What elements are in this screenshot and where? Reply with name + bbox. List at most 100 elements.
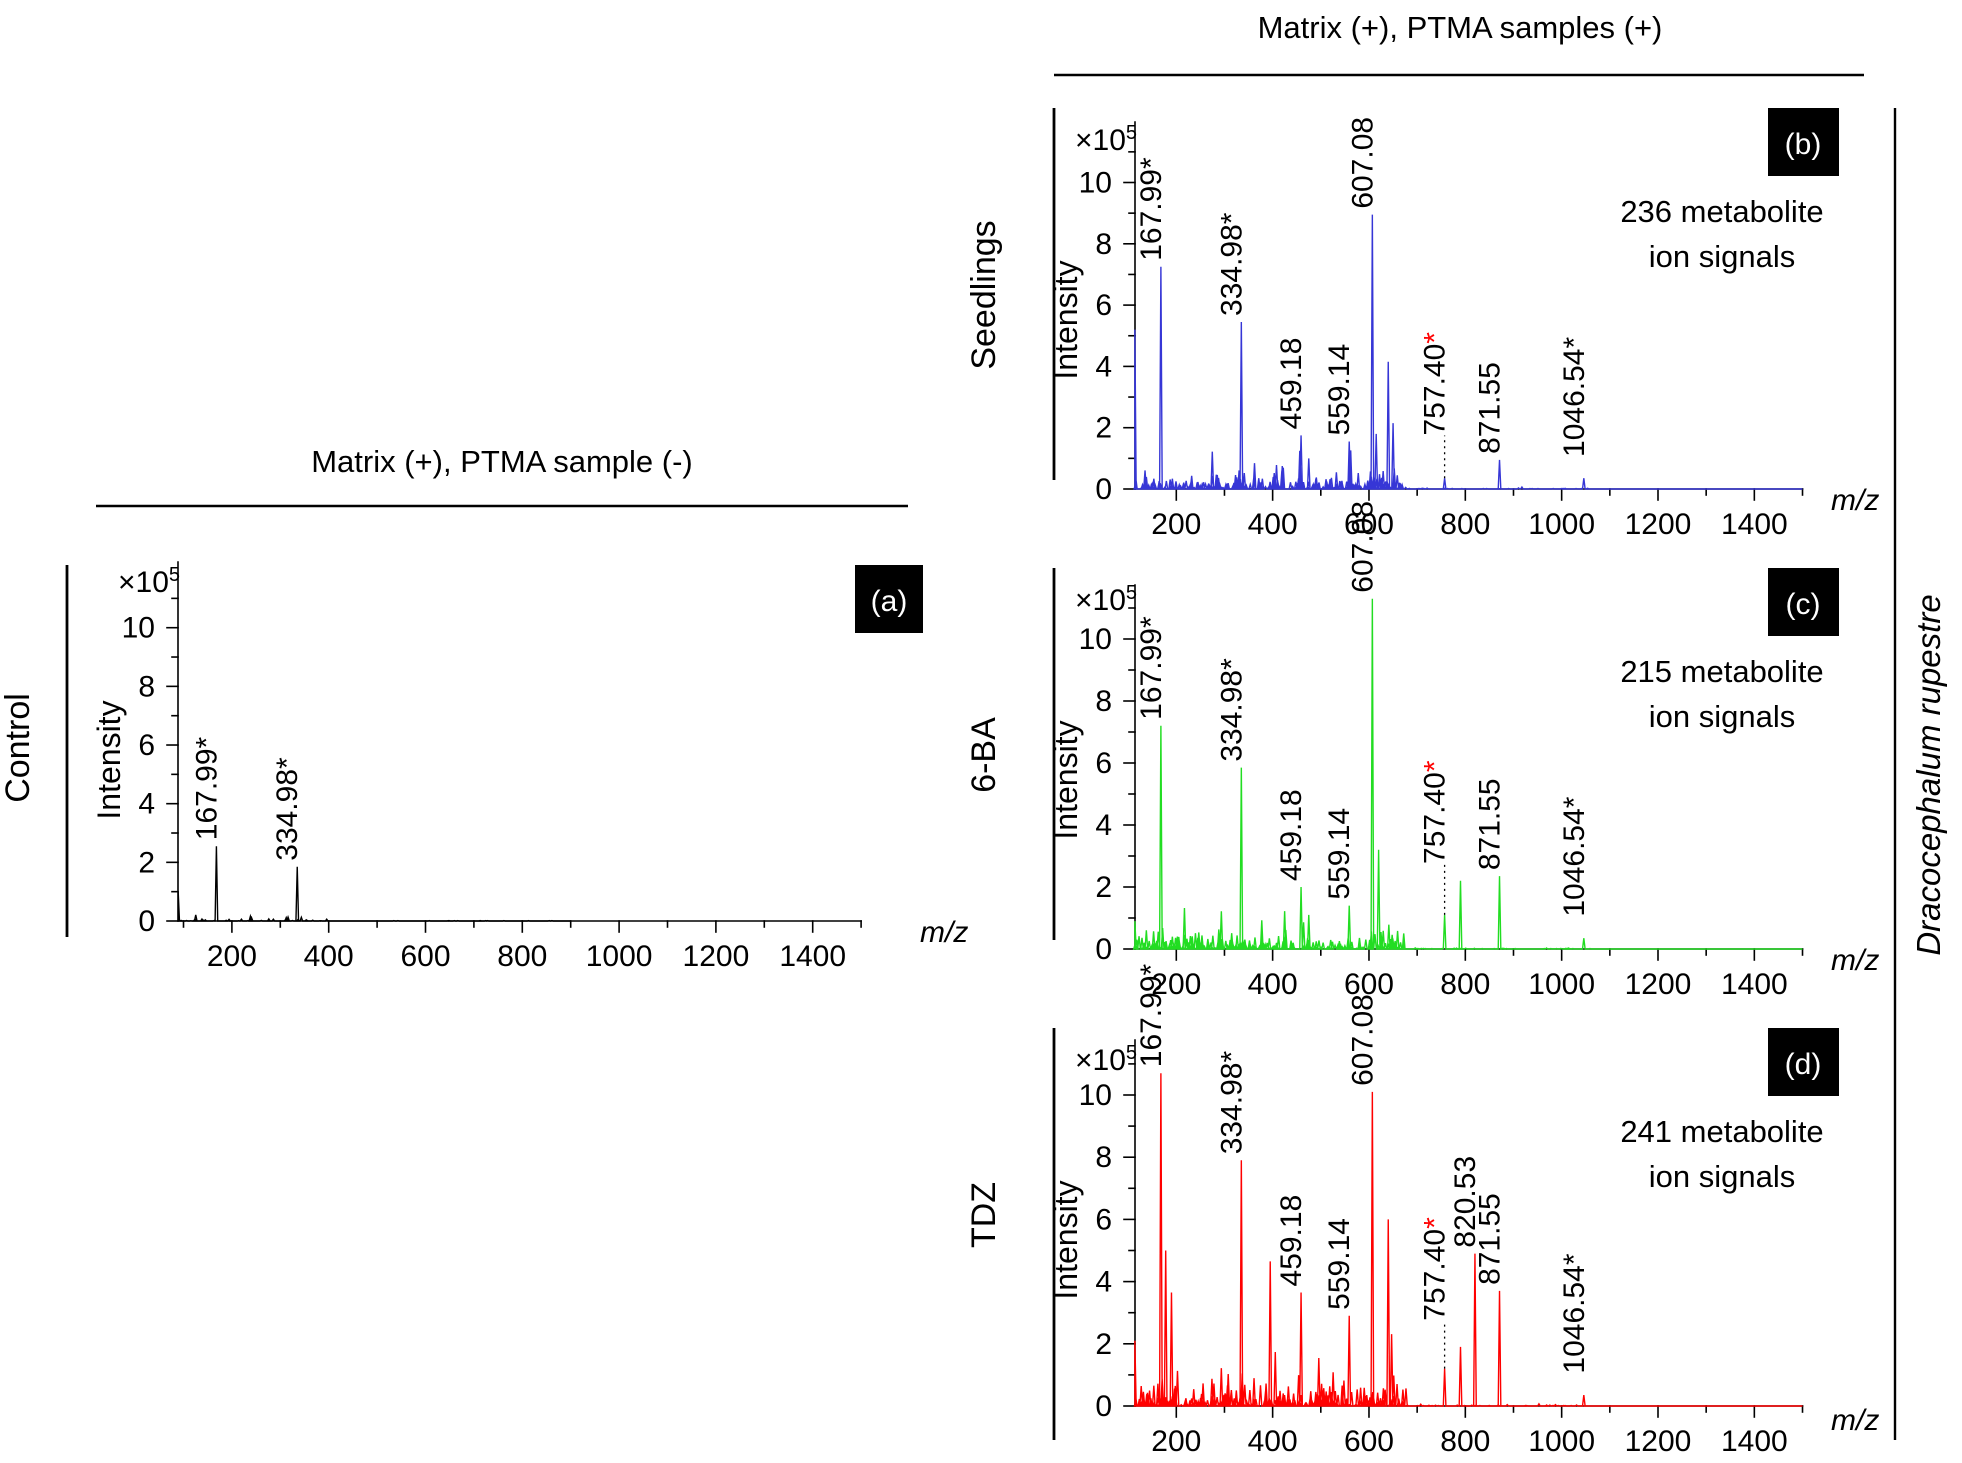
- svg-text:1400: 1400: [1721, 508, 1788, 541]
- svg-text:m/z: m/z: [1831, 484, 1879, 517]
- svg-text:1200: 1200: [1625, 968, 1692, 1001]
- svg-text:400: 400: [1248, 968, 1298, 1001]
- svg-text:334.98*: 334.98*: [1215, 212, 1248, 316]
- svg-text:m/z: m/z: [1831, 944, 1879, 977]
- svg-text:×105: ×105: [1075, 1042, 1137, 1077]
- svg-text:8: 8: [1095, 685, 1112, 718]
- svg-text:1400: 1400: [1721, 1425, 1788, 1458]
- svg-text:(c): (c): [1786, 588, 1821, 621]
- svg-text:(b): (b): [1785, 128, 1822, 161]
- svg-text:10: 10: [1079, 623, 1112, 656]
- svg-text:167.99*: 167.99*: [1135, 157, 1168, 261]
- svg-text:Control: Control: [0, 693, 37, 803]
- svg-text:6-BA: 6-BA: [965, 717, 1003, 793]
- svg-text:(a): (a): [871, 585, 908, 618]
- svg-text:8: 8: [138, 670, 155, 703]
- svg-text:6: 6: [138, 729, 155, 762]
- svg-text:215 metabolite: 215 metabolite: [1620, 654, 1823, 689]
- svg-text:1046.54*: 1046.54*: [1558, 796, 1591, 916]
- svg-text:Matrix (+), PTMA samples (+): Matrix (+), PTMA samples (+): [1258, 10, 1663, 45]
- svg-text:871.55: 871.55: [1474, 362, 1507, 454]
- svg-text:241 metabolite: 241 metabolite: [1620, 1114, 1823, 1149]
- svg-text:×105: ×105: [1075, 122, 1137, 157]
- svg-text:10: 10: [1079, 167, 1112, 200]
- svg-text:1046.54*: 1046.54*: [1558, 1253, 1591, 1373]
- svg-text:Intensity: Intensity: [1048, 720, 1084, 839]
- svg-text:607.08: 607.08: [1346, 501, 1379, 593]
- svg-text:4: 4: [1095, 1266, 1112, 1299]
- svg-text:1400: 1400: [1721, 968, 1788, 1001]
- svg-text:334.98*: 334.98*: [1215, 1051, 1248, 1155]
- svg-text:600: 600: [1344, 1425, 1394, 1458]
- svg-text:4: 4: [1095, 350, 1112, 383]
- svg-text:2: 2: [1095, 1328, 1112, 1361]
- svg-text:1046.54*: 1046.54*: [1558, 337, 1591, 457]
- svg-text:167.99*: 167.99*: [190, 736, 223, 840]
- svg-text:Seedlings: Seedlings: [965, 220, 1003, 369]
- svg-text:800: 800: [1440, 968, 1490, 1001]
- svg-text:m/z: m/z: [920, 916, 968, 949]
- svg-text:2: 2: [1095, 412, 1112, 445]
- svg-text:Intensity: Intensity: [91, 700, 127, 819]
- svg-text:800: 800: [1440, 1425, 1490, 1458]
- svg-text:459.18: 459.18: [1275, 338, 1308, 430]
- svg-text:6: 6: [1095, 289, 1112, 322]
- svg-text:m/z: m/z: [1831, 1404, 1879, 1437]
- svg-text:8: 8: [1095, 1141, 1112, 1174]
- svg-text:8: 8: [1095, 228, 1112, 261]
- svg-text:Intensity: Intensity: [1048, 1180, 1084, 1299]
- svg-text:757.40*: 757.40*: [1419, 332, 1452, 436]
- svg-text:ion signals: ion signals: [1649, 1159, 1795, 1194]
- svg-text:757.40*: 757.40*: [1419, 760, 1452, 864]
- svg-text:0: 0: [1095, 933, 1112, 966]
- svg-text:559.14: 559.14: [1323, 344, 1356, 436]
- svg-text:0: 0: [1095, 473, 1112, 506]
- svg-text:0: 0: [1095, 1390, 1112, 1423]
- svg-text:Matrix (+), PTMA sample (-): Matrix (+), PTMA sample (-): [311, 444, 693, 479]
- svg-text:2: 2: [138, 846, 155, 879]
- svg-text:1200: 1200: [683, 940, 750, 973]
- svg-text:0: 0: [138, 905, 155, 938]
- svg-text:10: 10: [122, 612, 155, 645]
- svg-text:6: 6: [1095, 747, 1112, 780]
- svg-text:1200: 1200: [1625, 1425, 1692, 1458]
- svg-text:Dracocephalum rupestre: Dracocephalum rupestre: [1910, 594, 1947, 955]
- svg-text:4: 4: [138, 788, 155, 821]
- svg-text:871.55: 871.55: [1474, 778, 1507, 870]
- svg-text:200: 200: [1151, 1425, 1201, 1458]
- svg-text:ion signals: ion signals: [1649, 699, 1795, 734]
- svg-text:757.40*: 757.40*: [1419, 1217, 1452, 1321]
- svg-text:10: 10: [1079, 1079, 1112, 1112]
- svg-text:1000: 1000: [1528, 1425, 1595, 1458]
- svg-text:800: 800: [1440, 508, 1490, 541]
- svg-text:1200: 1200: [1625, 508, 1692, 541]
- svg-text:TDZ: TDZ: [965, 1182, 1003, 1248]
- svg-text:ion signals: ion signals: [1649, 239, 1795, 274]
- svg-text:236 metabolite: 236 metabolite: [1620, 194, 1823, 229]
- svg-text:559.14: 559.14: [1323, 808, 1356, 900]
- svg-text:600: 600: [400, 940, 450, 973]
- svg-text:×105: ×105: [118, 564, 180, 599]
- svg-text:334.98*: 334.98*: [271, 757, 304, 861]
- svg-text:607.08: 607.08: [1346, 117, 1379, 209]
- svg-text:167.99*: 167.99*: [1135, 616, 1168, 720]
- svg-text:871.55: 871.55: [1474, 1193, 1507, 1285]
- svg-text:607.08: 607.08: [1346, 994, 1379, 1086]
- svg-text:1000: 1000: [1528, 508, 1595, 541]
- svg-text:459.18: 459.18: [1275, 789, 1308, 881]
- svg-text:400: 400: [1248, 508, 1298, 541]
- svg-text:800: 800: [497, 940, 547, 973]
- svg-text:×105: ×105: [1075, 582, 1137, 617]
- svg-text:459.18: 459.18: [1275, 1195, 1308, 1287]
- svg-text:Intensity: Intensity: [1048, 260, 1084, 379]
- svg-text:1000: 1000: [1528, 968, 1595, 1001]
- svg-text:400: 400: [1248, 1425, 1298, 1458]
- svg-text:200: 200: [1151, 508, 1201, 541]
- svg-text:4: 4: [1095, 809, 1112, 842]
- svg-text:6: 6: [1095, 1203, 1112, 1236]
- svg-text:1000: 1000: [586, 940, 653, 973]
- svg-text:167.99*: 167.99*: [1135, 963, 1168, 1067]
- svg-text:1400: 1400: [779, 940, 846, 973]
- svg-text:(d): (d): [1785, 1048, 1822, 1081]
- svg-text:334.98*: 334.98*: [1215, 658, 1248, 762]
